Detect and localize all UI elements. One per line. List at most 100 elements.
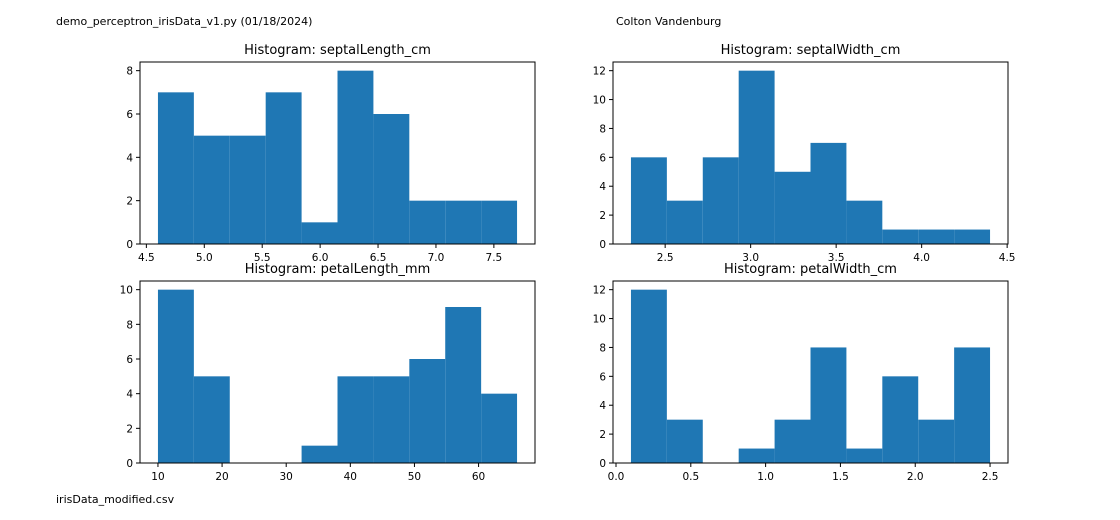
y-tick-label: 6 bbox=[126, 109, 133, 121]
x-tick-label: 3.5 bbox=[828, 252, 845, 264]
x-tick-label: 4.5 bbox=[999, 252, 1016, 264]
chart-title: Histogram: petalLength_mm bbox=[245, 262, 431, 277]
y-tick-label: 8 bbox=[599, 123, 606, 135]
x-tick-label: 2.0 bbox=[907, 471, 924, 483]
y-tick-label: 2 bbox=[599, 429, 606, 441]
y-tick-label: 0 bbox=[599, 458, 606, 470]
y-tick-label: 4 bbox=[599, 400, 606, 412]
histogram-panel-3: Histogram: petalLength_mm 10 20 30 40 50 60 0 2 4… bbox=[120, 262, 536, 483]
histogram-bar bbox=[810, 142, 847, 244]
x-tick-label: 7.0 bbox=[428, 252, 445, 264]
histogram-bar bbox=[193, 135, 230, 244]
y-tick-label: 8 bbox=[126, 319, 133, 331]
histogram-bar bbox=[630, 157, 667, 244]
histogram-bar bbox=[954, 347, 991, 463]
histogram-bar bbox=[702, 157, 739, 244]
x-tick-label: 0.5 bbox=[682, 471, 699, 483]
y-tick-label: 4 bbox=[126, 152, 133, 164]
histogram-bar bbox=[229, 135, 266, 244]
y-tick-label: 10 bbox=[120, 285, 133, 297]
y-tick-label: 12 bbox=[593, 66, 606, 78]
author-label: Colton Vandenburg bbox=[616, 15, 722, 28]
y-tick-label: 0 bbox=[599, 239, 606, 251]
histogram-bar bbox=[409, 359, 446, 463]
axes-frame bbox=[612, 280, 1009, 464]
x-tick-label: 60 bbox=[472, 471, 485, 483]
y-tick-label: 6 bbox=[599, 152, 606, 164]
y-tick-label: 6 bbox=[126, 354, 133, 366]
x-tick-label: 7.5 bbox=[486, 252, 503, 264]
x-tick-label: 5.0 bbox=[196, 252, 213, 264]
histogram-bar bbox=[954, 229, 991, 244]
histogram-bar bbox=[810, 347, 847, 463]
x-tick-label: 50 bbox=[408, 471, 421, 483]
histogram-panel-2: Histogram: septalWidth_cm 2.5 3.0 3.5 4.0 4.5… bbox=[593, 43, 1016, 264]
histogram-bar bbox=[445, 200, 482, 244]
histogram-bar bbox=[630, 289, 667, 463]
histogram-bar bbox=[337, 70, 374, 245]
y-tick-label: 2 bbox=[599, 210, 606, 222]
x-tick-label: 4.0 bbox=[913, 252, 930, 264]
histogram-bar bbox=[882, 229, 919, 244]
x-tick-label: 40 bbox=[344, 471, 357, 483]
y-tick-label: 8 bbox=[599, 342, 606, 354]
histogram-bar bbox=[774, 419, 811, 463]
axes-frame bbox=[612, 61, 1009, 245]
chart-title: Histogram: petalWidth_cm bbox=[724, 262, 897, 277]
histogram-bar bbox=[882, 376, 919, 463]
histogram-bar bbox=[666, 200, 703, 244]
x-tick-label: 2.5 bbox=[657, 252, 674, 264]
y-tick-label: 0 bbox=[126, 239, 133, 251]
y-tick-label: 2 bbox=[126, 423, 133, 435]
y-tick-label: 12 bbox=[593, 285, 606, 297]
script-name-label: demo_perceptron_irisData_v1.py (01/18/20… bbox=[56, 15, 313, 28]
histogram-bar bbox=[409, 200, 446, 244]
histogram-panel-4: Histogram: petalWidth_cm 0.0 0.5 1.0 1.5 2.0 2… bbox=[593, 262, 1009, 483]
histogram-bar bbox=[265, 92, 302, 244]
y-tick-label: 10 bbox=[593, 314, 606, 326]
histogram-bar bbox=[373, 114, 410, 244]
y-tick-label: 4 bbox=[599, 181, 606, 193]
x-tick-label: 2.5 bbox=[982, 471, 999, 483]
data-file-label: irisData_modified.csv bbox=[56, 493, 175, 506]
histogram-bar bbox=[666, 419, 703, 463]
x-tick-label: 4.5 bbox=[138, 252, 155, 264]
x-tick-label: 10 bbox=[151, 471, 164, 483]
histogram-bar bbox=[337, 376, 374, 463]
histogram-bar bbox=[846, 448, 883, 463]
x-tick-label: 1.5 bbox=[832, 471, 849, 483]
histogram-bar bbox=[301, 445, 338, 463]
x-tick-label: 20 bbox=[215, 471, 228, 483]
histogram-bar bbox=[301, 222, 338, 244]
histogram-bar bbox=[738, 70, 775, 245]
y-tick-label: 6 bbox=[599, 371, 606, 383]
x-tick-label: 30 bbox=[280, 471, 293, 483]
chart-title: Histogram: septalLength_cm bbox=[244, 43, 431, 58]
x-tick-label: 5.5 bbox=[254, 252, 271, 264]
y-tick-label: 10 bbox=[593, 95, 606, 107]
x-tick-label: 6.5 bbox=[370, 252, 387, 264]
y-tick-label: 8 bbox=[126, 66, 133, 78]
x-tick-label: 1.0 bbox=[757, 471, 774, 483]
axes-frame bbox=[139, 61, 536, 245]
histogram-bar bbox=[445, 307, 482, 463]
histogram-bar bbox=[481, 200, 518, 244]
histogram-bar bbox=[157, 92, 194, 244]
histogram-bar bbox=[157, 289, 194, 463]
y-tick-label: 0 bbox=[126, 458, 133, 470]
chart-title: Histogram: septalWidth_cm bbox=[721, 43, 901, 58]
histogram-bar bbox=[738, 448, 775, 463]
histogram-bar bbox=[373, 376, 410, 463]
x-tick-label: 3.0 bbox=[742, 252, 759, 264]
histogram-bar bbox=[846, 200, 883, 244]
x-tick-label: 0.0 bbox=[608, 471, 625, 483]
histogram-bar bbox=[193, 376, 230, 463]
histogram-bar bbox=[774, 171, 811, 244]
axes-frame bbox=[139, 280, 536, 464]
x-tick-label: 6.0 bbox=[312, 252, 329, 264]
histogram-bar bbox=[918, 229, 955, 244]
histogram-bar bbox=[481, 393, 518, 463]
y-tick-label: 2 bbox=[126, 196, 133, 208]
histogram-panel-1: Histogram: septalLength_cm 4.5 5.0 5.5 6.0 6.… bbox=[126, 43, 536, 264]
